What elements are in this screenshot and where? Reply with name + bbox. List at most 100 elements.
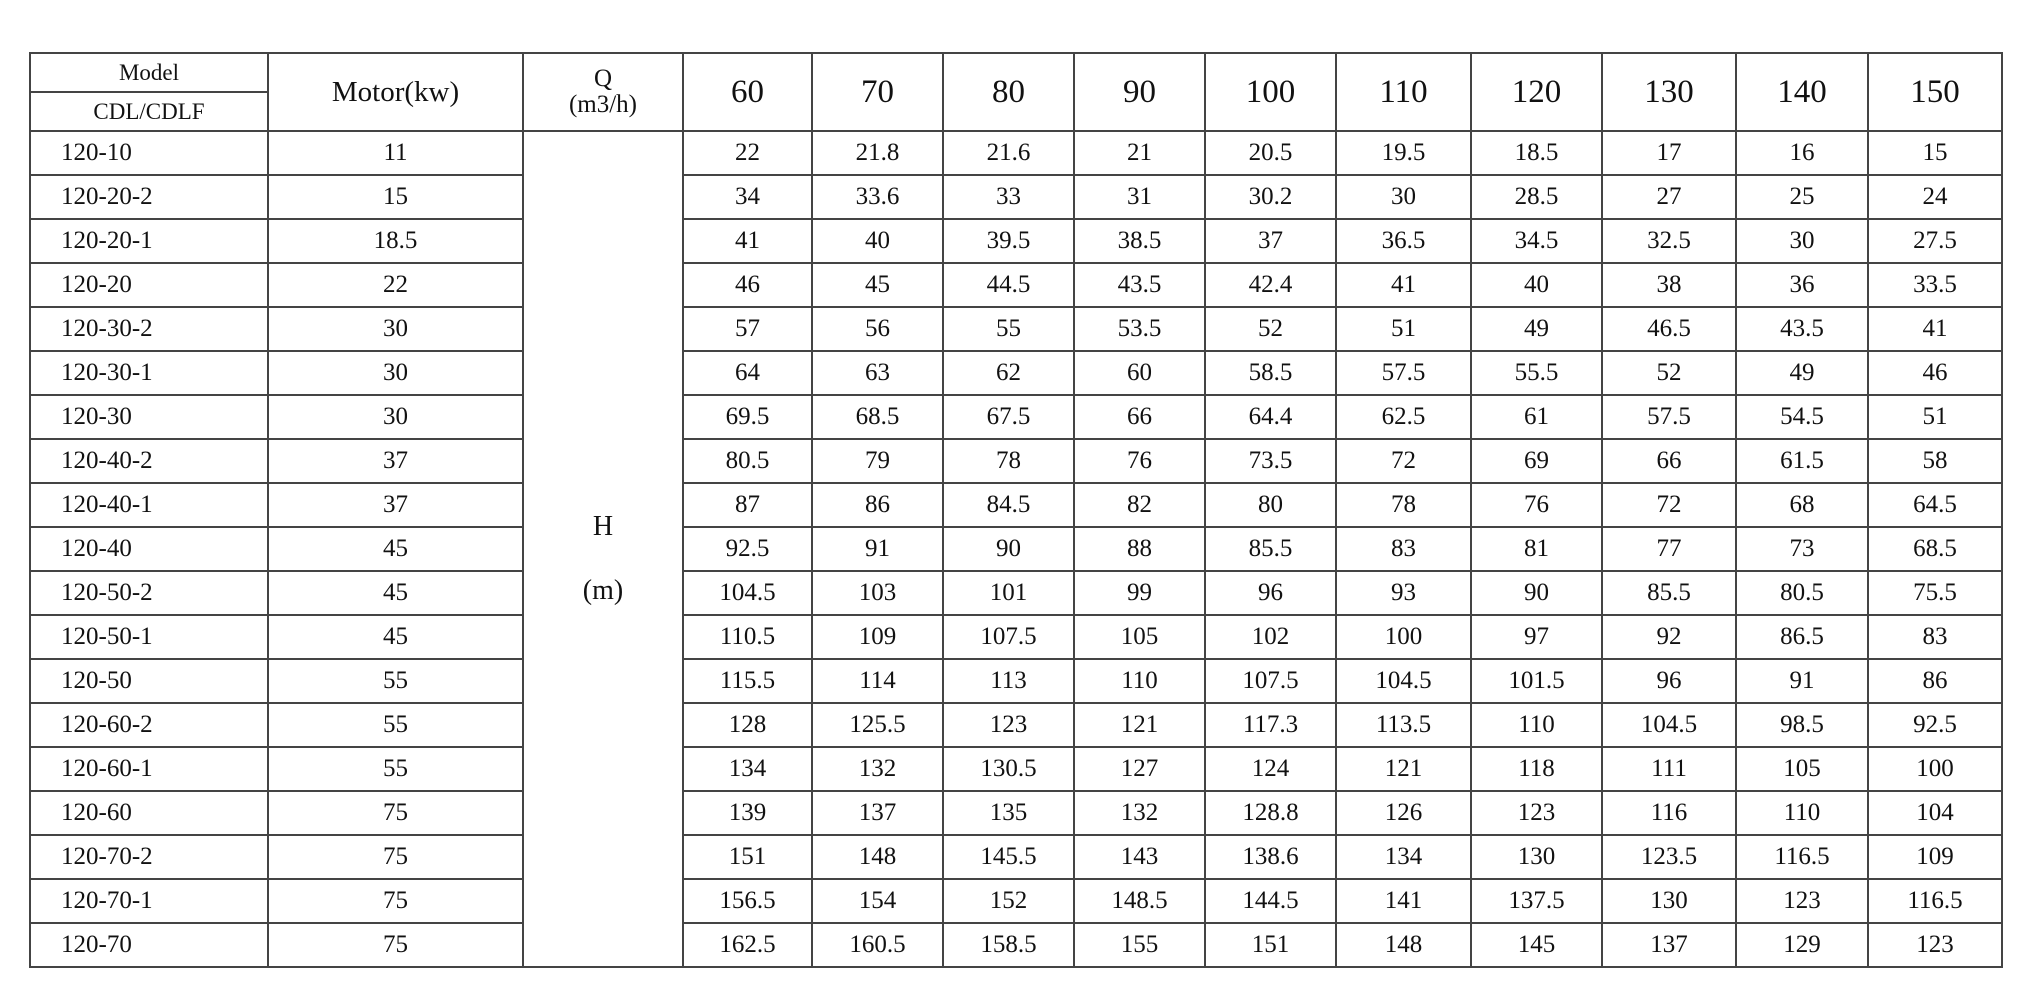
model-cell: 120-70-2: [29, 834, 269, 880]
head-value-cell: 57.5: [1335, 350, 1472, 396]
head-value-cell: 17: [1601, 130, 1737, 176]
head-value-cell: 124: [1204, 746, 1337, 792]
motor-cell: 11: [267, 130, 524, 176]
head-value-cell: 104.5: [1335, 658, 1472, 704]
head-value-cell: 40: [1470, 262, 1603, 308]
head-value-cell: 64: [682, 350, 813, 396]
head-value-cell: 116: [1601, 790, 1737, 836]
head-value-cell: 52: [1204, 306, 1337, 352]
head-value-cell: 121: [1073, 702, 1206, 748]
model-cell: 120-50-2: [29, 570, 269, 616]
head-value-cell: 90: [1470, 570, 1603, 616]
head-value-cell: 66: [1601, 438, 1737, 484]
head-value-cell: 78: [1335, 482, 1472, 528]
flow-header: Q (m3/h): [522, 52, 684, 132]
motor-cell: 55: [267, 658, 524, 704]
table-row: 120-20-2 15 34 33.6 33 31 30.2 30 28.5 27 25 24: [29, 174, 2003, 220]
head-value-cell: 137.5: [1470, 878, 1603, 924]
model-cell: 120-30-1: [29, 350, 269, 396]
head-value-cell: 25: [1735, 174, 1869, 220]
head-value-cell: 143: [1073, 834, 1206, 880]
head-value-cell: 51: [1335, 306, 1472, 352]
flow-column-header: 110: [1335, 52, 1472, 132]
table-row: 120-30-1 30 64 63 62 60 58.5 57.5 55.5 52 49 46: [29, 350, 2003, 396]
head-value-cell: 57.5: [1601, 394, 1737, 440]
motor-cell: 15: [267, 174, 524, 220]
model-cell: 120-60-1: [29, 746, 269, 792]
head-value-cell: 128.8: [1204, 790, 1337, 836]
head-value-cell: 63: [811, 350, 944, 396]
motor-cell: 30: [267, 350, 524, 396]
flow-column-header: 120: [1470, 52, 1603, 132]
head-value-cell: 41: [1867, 306, 2003, 352]
head-value-cell: 80.5: [1735, 570, 1869, 616]
motor-cell: 45: [267, 526, 524, 572]
flow-column-header: 60: [682, 52, 813, 132]
head-value-cell: 76: [1073, 438, 1206, 484]
head-value-cell: 57: [682, 306, 813, 352]
head-value-cell: 97: [1470, 614, 1603, 660]
head-value-cell: 41: [682, 218, 813, 264]
head-value-cell: 58: [1867, 438, 2003, 484]
head-value-cell: 117.3: [1204, 702, 1337, 748]
model-cell: 120-70: [29, 922, 269, 968]
motor-cell: 75: [267, 834, 524, 880]
head-value-cell: 110: [1470, 702, 1603, 748]
motor-cell: 55: [267, 746, 524, 792]
head-value-cell: 92: [1601, 614, 1737, 660]
head-value-cell: 113.5: [1335, 702, 1472, 748]
motor-cell: 30: [267, 306, 524, 352]
head-value-cell: 91: [811, 526, 944, 572]
head-value-cell: 141: [1335, 878, 1472, 924]
head-value-cell: 123: [1867, 922, 2003, 968]
flow-column-header: 100: [1204, 52, 1337, 132]
head-value-cell: 36: [1735, 262, 1869, 308]
head-value-cell: 148: [811, 834, 944, 880]
table-row: 120-50-2 45 104.5 103 101 99 96 93 90 85.5 80.5 75.…: [29, 570, 2003, 616]
flow-column-header: 150: [1867, 52, 2003, 132]
motor-header: Motor(kw): [267, 52, 524, 132]
motor-cell: 45: [267, 614, 524, 660]
head-value-cell: 104.5: [682, 570, 813, 616]
head-value-cell: 158.5: [942, 922, 1075, 968]
motor-cell: 45: [267, 570, 524, 616]
head-value-cell: 130.5: [942, 746, 1075, 792]
head-value-cell: 56: [811, 306, 944, 352]
head-value-cell: 40: [811, 218, 944, 264]
head-value-cell: 68.5: [1867, 526, 2003, 572]
head-value-cell: 92.5: [1867, 702, 2003, 748]
head-value-cell: 58.5: [1204, 350, 1337, 396]
h-unit: (m): [582, 575, 624, 606]
head-value-cell: 86: [1867, 658, 2003, 704]
table-row: 120-20 22 46 45 44.5 43.5 42.4 41 40 38 36 33.5: [29, 262, 2003, 308]
head-value-cell: 36.5: [1335, 218, 1472, 264]
head-value-cell: 116.5: [1735, 834, 1869, 880]
head-value-cell: 121: [1335, 746, 1472, 792]
head-value-cell: 39.5: [942, 218, 1075, 264]
motor-cell: 75: [267, 922, 524, 968]
head-value-cell: 33.6: [811, 174, 944, 220]
head-value-cell: 84.5: [942, 482, 1075, 528]
head-value-cell: 118: [1470, 746, 1603, 792]
head-value-cell: 77: [1601, 526, 1737, 572]
table-row: 120-50-1 45 110.5 109 107.5 105 102 100 97 92 86.5…: [29, 614, 2003, 660]
model-cell: 120-30-2: [29, 306, 269, 352]
head-value-cell: 83: [1867, 614, 2003, 660]
head-value-cell: 83: [1335, 526, 1472, 572]
q-label: Q: [593, 65, 613, 92]
head-value-cell: 42.4: [1204, 262, 1337, 308]
table-row: 120-40-2 37 80.5 79 78 76 73.5 72 69 66 61.5 58: [29, 438, 2003, 484]
head-value-cell: 156.5: [682, 878, 813, 924]
table-row: 120-20-1 18.5 41 40 39.5 38.5 37 36.5 34.5 32.5 30…: [29, 218, 2003, 264]
head-value-cell: 27.5: [1867, 218, 2003, 264]
head-value-cell: 43.5: [1735, 306, 1869, 352]
head-value-cell: 80: [1204, 482, 1337, 528]
head-value-cell: 44.5: [942, 262, 1075, 308]
head-value-cell: 110: [1735, 790, 1869, 836]
head-value-cell: 152: [942, 878, 1075, 924]
table-row: 120-60 75 139 137 135 132 128.8 126 123 116 110 104: [29, 790, 2003, 836]
motor-cell: 37: [267, 482, 524, 528]
head-value-cell: 137: [811, 790, 944, 836]
head-value-cell: 82: [1073, 482, 1206, 528]
head-value-cell: 38.5: [1073, 218, 1206, 264]
